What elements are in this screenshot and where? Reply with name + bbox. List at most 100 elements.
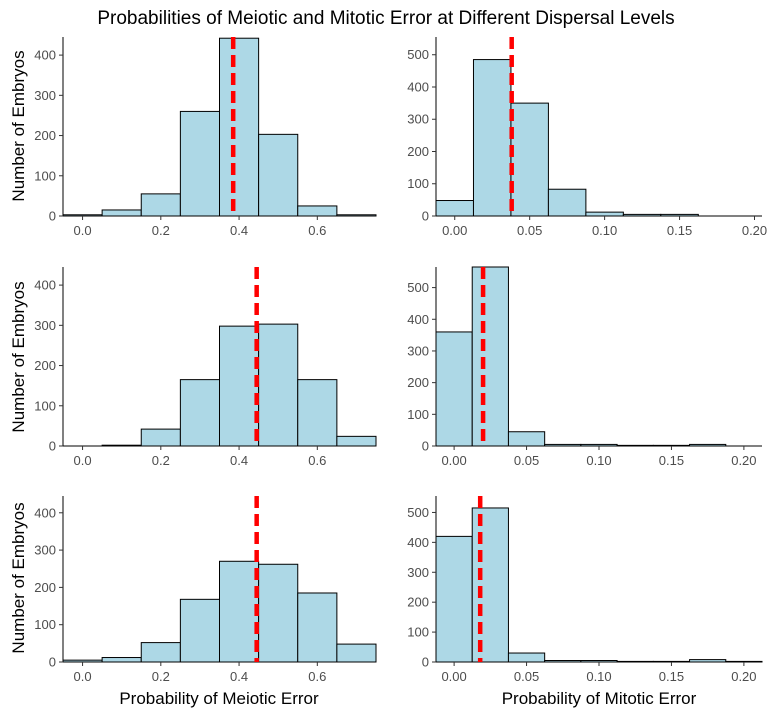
y-tick-label: 300 [34, 318, 56, 333]
y-tick-label: 0 [422, 655, 429, 670]
x-tick-label: 0.10 [586, 669, 611, 684]
y-tick-label: 100 [34, 168, 56, 183]
x-tick-label: 0.20 [742, 223, 767, 238]
histogram-bar [297, 379, 338, 447]
y-tick-label: 500 [407, 280, 429, 295]
y-axis-title-row-3: Number of Embryos [9, 502, 28, 653]
y-axis-title-row-2: Number of Embryos [9, 281, 28, 432]
histogram-bar [297, 592, 338, 663]
y-tick-label: 300 [34, 543, 56, 558]
histogram-bar [101, 209, 142, 217]
y-tick-label: 500 [407, 505, 429, 520]
x-tick-label: 0.6 [308, 669, 326, 684]
y-tick-label: 300 [407, 565, 429, 580]
x-tick-label: 0.10 [586, 453, 611, 468]
histogram-bar [179, 379, 220, 447]
y-tick-label: 100 [34, 398, 56, 413]
x-tick-label: 0.20 [731, 669, 756, 684]
x-tick-label: 0.05 [517, 223, 542, 238]
panel-row-2-mitotic: 0 100 200 300 400 500 0.00 0.05 0.10 0.15 0.20 [407, 266, 762, 468]
y-tick-label: 300 [407, 112, 429, 127]
y-tick-label: 400 [407, 312, 429, 327]
y-tick-label: 0 [49, 655, 56, 670]
x-tick-label: 0.4 [230, 453, 248, 468]
y-tick-label: 400 [407, 535, 429, 550]
histogram-bar [435, 331, 473, 447]
histogram-bar [101, 657, 142, 663]
x-tick-label: 0.6 [308, 223, 326, 238]
histogram-bar [179, 598, 220, 663]
x-tick-label: 0.2 [152, 669, 170, 684]
histogram-bar [258, 563, 299, 663]
y-axis-title-row-1: Number of Embryos [9, 50, 28, 201]
y-tick-label: 100 [407, 407, 429, 422]
histogram-bar [435, 200, 474, 217]
y-tick-label: 0 [49, 209, 56, 224]
histogram-bar [510, 102, 549, 217]
x-tick-label: 0.4 [230, 669, 248, 684]
x-tick-label: 0.4 [230, 223, 248, 238]
panel-row-3-mitotic: 0 100 200 300 400 500 0.00 0.05 0.10 0.15 0.20 [407, 496, 763, 684]
y-tick-label: 300 [34, 88, 56, 103]
x-tick-label: 0.00 [441, 453, 466, 468]
histogram-bar [471, 266, 509, 447]
panel-row-1-meiotic: 0 100 200 300 400 0.0 0.2 0.4 0.6 [34, 37, 377, 238]
y-tick-label: 0 [422, 209, 429, 224]
x-tick-label: 0.6 [308, 453, 326, 468]
histogram-bar [547, 188, 587, 217]
histogram-bar [179, 110, 220, 217]
y-tick-label: 400 [407, 79, 429, 94]
histogram-bar [507, 431, 546, 447]
y-tick-label: 0 [422, 439, 429, 454]
y-tick-label: 500 [407, 47, 429, 62]
x-axis-title-mitotic: Probability of Mitotic Error [502, 689, 697, 708]
x-axis-title-meiotic: Probability of Meiotic Error [119, 689, 319, 708]
y-tick-label: 200 [34, 358, 56, 373]
y-tick-label: 100 [34, 617, 56, 632]
x-tick-label: 0.10 [592, 223, 617, 238]
panel-row-2-meiotic: 0 100 200 300 400 0.0 0.2 0.4 0.6 [34, 267, 377, 468]
x-tick-label: 0.05 [514, 453, 539, 468]
x-tick-label: 0.0 [74, 223, 92, 238]
histogram-bar [472, 59, 512, 217]
panel-row-3-meiotic: 0 100 200 300 400 0.0 0.2 0.4 0.6 [34, 496, 377, 684]
x-tick-label: 0.00 [442, 223, 467, 238]
histogram-bar [219, 560, 260, 663]
histogram-bar [219, 37, 260, 217]
histogram-panels: 0 100 200 300 400 0.0 0.2 0.4 0.6 0 100 200 300 400 50… [34, 37, 767, 684]
histogram-bar [140, 642, 181, 663]
y-tick-label: 200 [407, 375, 429, 390]
x-tick-label: 0.2 [152, 453, 170, 468]
x-tick-label: 0.15 [667, 223, 692, 238]
y-tick-label: 100 [407, 176, 429, 191]
histogram-bar [258, 323, 299, 447]
y-tick-label: 200 [407, 595, 429, 610]
histogram-bar [140, 193, 181, 217]
y-tick-label: 0 [49, 439, 56, 454]
x-tick-label: 0.05 [514, 669, 539, 684]
y-tick-label: 200 [34, 128, 56, 143]
y-tick-label: 200 [407, 144, 429, 159]
y-tick-label: 300 [407, 343, 429, 358]
histogram-bar [471, 507, 509, 663]
histogram-bar [336, 435, 377, 447]
y-tick-label: 400 [34, 48, 56, 63]
x-tick-label: 0.0 [74, 453, 92, 468]
histogram-bar [258, 133, 299, 217]
x-tick-label: 0.0 [74, 669, 92, 684]
y-tick-label: 400 [34, 505, 56, 520]
histogram-bar [140, 428, 181, 447]
x-tick-label: 0.15 [659, 669, 684, 684]
panel-row-1-mitotic: 0 100 200 300 400 500 0.00 0.05 0.10 0.15 0.20 [407, 37, 767, 238]
histogram-bar [435, 535, 473, 663]
histogram-bar [219, 325, 260, 447]
histogram-bar [507, 652, 546, 663]
histogram-bar [336, 643, 377, 663]
x-tick-label: 0.20 [731, 453, 756, 468]
y-tick-label: 100 [407, 625, 429, 640]
y-tick-label: 200 [34, 580, 56, 595]
x-tick-label: 0.00 [441, 669, 466, 684]
y-tick-label: 400 [34, 278, 56, 293]
histogram-bar [585, 211, 624, 217]
